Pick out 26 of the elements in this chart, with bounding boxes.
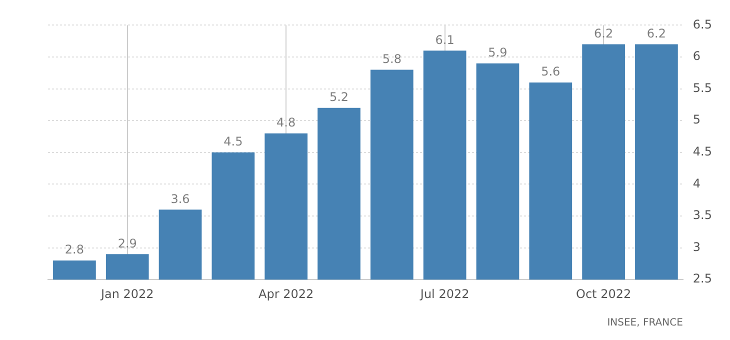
y-tick-label: 6 <box>692 49 701 64</box>
x-tick-label: Oct 2022 <box>576 286 632 301</box>
data-label: 3.6 <box>170 192 190 206</box>
x-tick-label: Apr 2022 <box>258 286 314 301</box>
data-label: 5.9 <box>488 45 508 60</box>
text: INSEE, FRANCE <box>607 318 683 329</box>
data-label: 6.2 <box>646 26 666 40</box>
data-label: 4.5 <box>224 134 243 149</box>
y-tick-label: 5.5 <box>692 80 712 95</box>
data-label: 2.8 <box>64 242 84 257</box>
data-label: 6.1 <box>435 32 454 47</box>
y-tick-label: 3 <box>692 240 701 254</box>
y-tick-label: 4 <box>692 176 701 190</box>
data-label: 6.2 <box>594 26 614 40</box>
y-tick-label: 2.5 <box>692 272 712 286</box>
x-tick-label: Jul 2022 <box>419 286 470 301</box>
y-tick-label: 5 <box>692 112 701 127</box>
data-label: 5.8 <box>382 52 402 66</box>
y-tick-label: 4.5 <box>692 144 712 159</box>
y-tick-label: 3.5 <box>692 208 712 222</box>
y-tick-label: 6.5 <box>692 17 712 32</box>
x-tick-label: Jan 2022 <box>100 286 154 301</box>
data-label: 2.9 <box>118 236 137 250</box>
data-label: 5.2 <box>329 90 349 104</box>
data-label: 4.8 <box>276 115 296 130</box>
data-label: 5.6 <box>541 64 560 79</box>
